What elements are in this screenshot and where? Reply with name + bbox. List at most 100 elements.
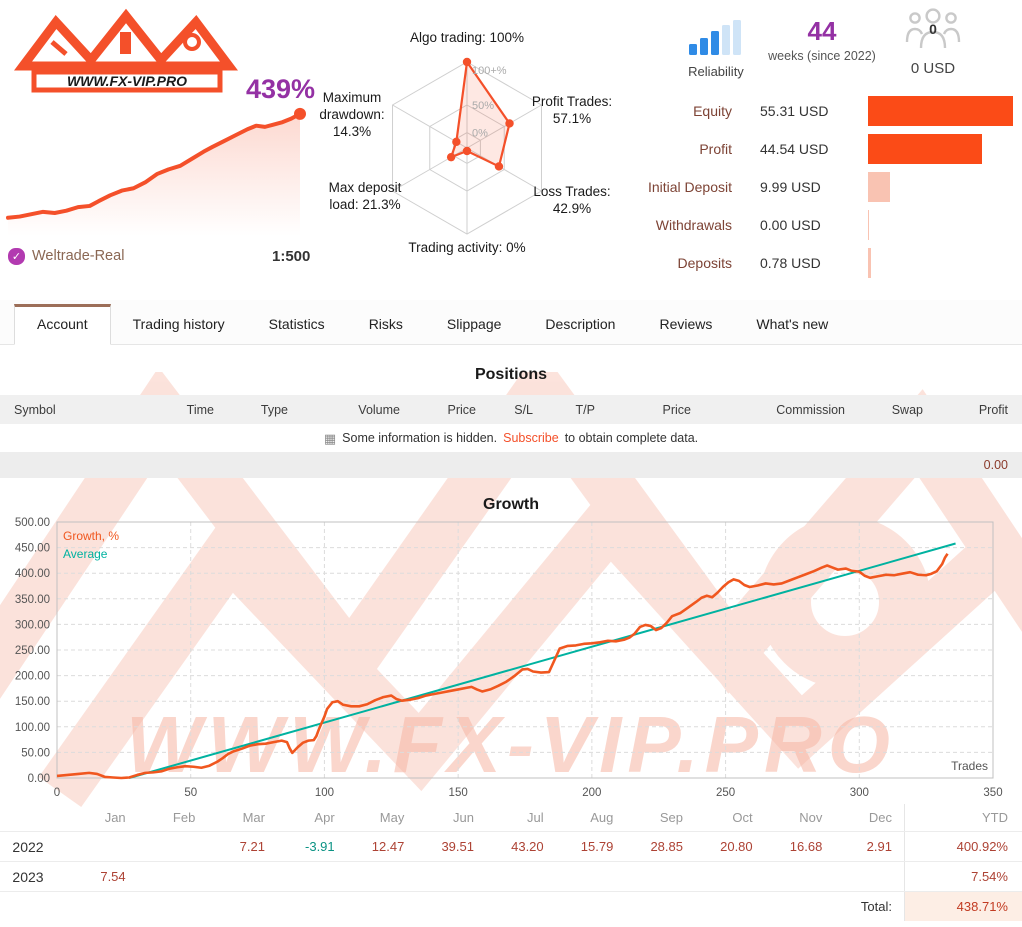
svg-text:50%: 50% xyxy=(472,100,494,112)
broker-name[interactable]: Weltrade-Real xyxy=(32,248,125,264)
positions-col-sl: S/L xyxy=(514,402,533,417)
svg-text:0%: 0% xyxy=(472,128,488,140)
positions-summary-row: 0.00 xyxy=(0,452,1022,478)
svg-text:Average: Average xyxy=(63,547,108,561)
svg-text:300.00: 300.00 xyxy=(15,619,50,631)
stat-row-initial-deposit: Initial Deposit 9.99 USD xyxy=(620,168,1022,206)
logo-text: WWW.FX-VIP.PRO xyxy=(67,73,187,89)
monthly-header-jul: Jul xyxy=(527,810,544,825)
reliability-label: Reliability xyxy=(688,64,744,79)
svg-text:400.00: 400.00 xyxy=(15,568,50,580)
year-label: 2022 xyxy=(12,838,44,855)
monthly-header-jun: Jun xyxy=(453,810,474,825)
svg-text:0.00: 0.00 xyxy=(28,773,50,785)
month-value-oct: 20.80 xyxy=(720,839,753,854)
growth-chart-title: Growth xyxy=(483,496,539,513)
stat-value: 9.99 USD xyxy=(760,179,821,195)
svg-text:250.00: 250.00 xyxy=(15,645,50,657)
svg-text:450.00: 450.00 xyxy=(15,543,50,555)
svg-text:200: 200 xyxy=(582,787,601,799)
subscribers-count: 0 xyxy=(929,21,937,37)
month-value-may: 12.47 xyxy=(371,839,405,854)
stat-value: 55.31 USD xyxy=(760,103,829,119)
svg-text:100.00: 100.00 xyxy=(15,722,50,734)
tab-bar: Account Trading history Statistics Risks Sli… xyxy=(0,300,1022,345)
total-growth-badge: 439% xyxy=(246,74,316,104)
svg-text:150.00: 150.00 xyxy=(15,696,50,708)
positions-title: Positions xyxy=(474,366,547,383)
subscribers-summary: 0 0 USD xyxy=(893,8,973,77)
monthly-row-2022: 2022 7.21 -3.91 12.47 39.51 43.20 15.79 28.85 20… xyxy=(0,831,1022,861)
svg-text:250: 250 xyxy=(716,787,735,799)
monthly-row-2023: 2023 7.54 7.54% xyxy=(0,861,1022,891)
account-radar-chart: 100+% 50% 0% Algo trading: 100% Profit Tra… xyxy=(300,22,634,280)
subscribers-icon: 0 xyxy=(905,8,961,54)
total-cell: Total: xyxy=(860,899,892,914)
stat-label: Initial Deposit xyxy=(647,179,732,195)
positions-col-commission: Commission xyxy=(776,402,845,417)
radar-label-maximum-drawdown: Maximum drawdown: 14.3% xyxy=(319,90,385,139)
svg-text:50.00: 50.00 xyxy=(21,747,50,759)
svg-text:100: 100 xyxy=(315,787,334,799)
positions-col-swap: Swap xyxy=(891,402,923,417)
month-value-jun: 39.51 xyxy=(441,839,474,854)
monthly-header-oct: Oct xyxy=(732,810,753,825)
month-value-jul: 43.20 xyxy=(511,839,544,854)
month-value-nov: 16.68 xyxy=(789,839,823,854)
monthly-header-sep: Sep xyxy=(659,810,683,825)
tab-what-s-new[interactable]: What's new xyxy=(756,316,829,332)
tab-risks[interactable]: Risks xyxy=(368,316,403,332)
stat-bar xyxy=(868,248,871,278)
tab-account[interactable]: Account xyxy=(14,304,111,345)
tab-trading-history[interactable]: Trading history xyxy=(132,316,225,332)
svg-text:0: 0 xyxy=(54,787,60,799)
tab-description[interactable]: Description xyxy=(545,316,616,332)
reliability-bars-icon xyxy=(689,20,741,55)
radar-label-max-deposit-load: Max deposit load: 21.3% xyxy=(328,180,402,212)
positions-col-symbol: Symbol xyxy=(14,402,56,417)
stat-value: 0.78 USD xyxy=(760,255,821,271)
signal-age: 44 weeks (since 2022) xyxy=(762,16,882,63)
fx-vip-logo: WWW.FX-VIP.PRO xyxy=(8,6,248,98)
svg-text:350.00: 350.00 xyxy=(15,594,50,606)
year-label: 2023 xyxy=(12,868,44,885)
stat-row-profit: Profit 44.54 USD xyxy=(620,130,1022,168)
monthly-header-ytd: YTD xyxy=(903,804,1022,831)
weeks-count: 44 xyxy=(807,16,837,46)
svg-text:Growth, %: Growth, % xyxy=(63,529,119,543)
monthly-header-dec: Dec xyxy=(868,810,892,825)
monthly-header-aug: Aug xyxy=(590,810,614,825)
positions-total-profit: 0.00 xyxy=(983,458,1008,472)
month-value-dec: 2.91 xyxy=(866,839,892,854)
tab-reviews[interactable]: Reviews xyxy=(659,316,713,332)
svg-text:50: 50 xyxy=(184,787,197,799)
stat-value: 0.00 USD xyxy=(760,217,821,233)
hidden-info-notice: ▦ Some information is hidden. Subscribe … xyxy=(0,424,1022,452)
hidden-notice-suffix: to obtain complete data. xyxy=(564,431,699,445)
monthly-header-may: May xyxy=(379,810,405,825)
positions-col-profit: Profit xyxy=(978,402,1008,417)
monthly-header-nov: Nov xyxy=(799,810,823,825)
hidden-info-icon: ▦ xyxy=(323,430,337,446)
verified-broker-badge-icon: ✓ xyxy=(8,247,25,265)
month-value-apr: -3.91 xyxy=(305,839,335,854)
ytd-value: 400.92% xyxy=(903,832,1022,861)
monthly-header-apr: Apr xyxy=(314,810,335,825)
positions-col-time: Time xyxy=(186,402,214,417)
radar-svg: 100+% 50% 0% xyxy=(392,57,542,235)
svg-text:350: 350 xyxy=(983,787,1002,799)
subscribe-link[interactable]: Subscribe xyxy=(503,431,559,445)
tab-statistics[interactable]: Statistics xyxy=(268,316,325,332)
stat-label: Withdrawals xyxy=(655,217,732,233)
stat-row-deposits: Deposits 0.78 USD xyxy=(620,244,1022,282)
stat-bar xyxy=(868,172,890,202)
hidden-notice-prefix: Some information is hidden. xyxy=(342,431,498,445)
monthly-growth-table: Jan Feb Mar Apr May Jun Jul Aug Sep Oct Nov Dec YTD 2… xyxy=(0,804,1022,921)
tab-slippage[interactable]: Slippage xyxy=(446,316,502,332)
stat-row-withdrawals: Withdrawals 0.00 USD xyxy=(620,206,1022,244)
month-value-mar: 7.21 xyxy=(239,839,265,854)
stat-label: Equity xyxy=(693,103,732,119)
ytd-value: 7.54% xyxy=(903,862,1022,891)
positions-col-price-2: Price xyxy=(662,402,691,417)
positions-col-volume: Volume xyxy=(358,402,400,417)
